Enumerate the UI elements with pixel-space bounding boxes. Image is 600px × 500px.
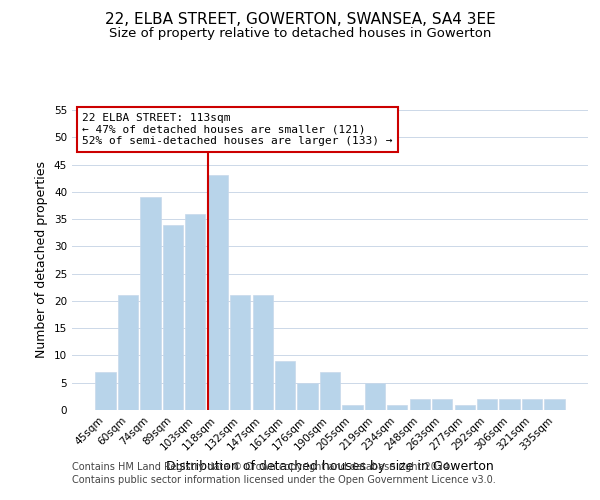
Bar bbox=[208, 176, 228, 410]
Text: 22 ELBA STREET: 113sqm
← 47% of detached houses are smaller (121)
52% of semi-de: 22 ELBA STREET: 113sqm ← 47% of detached… bbox=[82, 113, 393, 146]
Bar bbox=[387, 404, 407, 410]
Bar bbox=[455, 404, 475, 410]
Bar bbox=[140, 198, 161, 410]
Bar bbox=[230, 296, 250, 410]
Bar bbox=[185, 214, 205, 410]
Bar bbox=[544, 399, 565, 410]
Text: Size of property relative to detached houses in Gowerton: Size of property relative to detached ho… bbox=[109, 28, 491, 40]
Text: Contains public sector information licensed under the Open Government Licence v3: Contains public sector information licen… bbox=[72, 475, 496, 485]
Bar bbox=[432, 399, 452, 410]
Bar bbox=[499, 399, 520, 410]
Bar bbox=[163, 224, 183, 410]
Text: Contains HM Land Registry data © Crown copyright and database right 2024.: Contains HM Land Registry data © Crown c… bbox=[72, 462, 452, 472]
Bar bbox=[95, 372, 116, 410]
X-axis label: Distribution of detached houses by size in Gowerton: Distribution of detached houses by size … bbox=[166, 460, 494, 473]
Bar bbox=[320, 372, 340, 410]
Text: 22, ELBA STREET, GOWERTON, SWANSEA, SA4 3EE: 22, ELBA STREET, GOWERTON, SWANSEA, SA4 … bbox=[104, 12, 496, 28]
Bar bbox=[477, 399, 497, 410]
Bar bbox=[522, 399, 542, 410]
Bar bbox=[298, 382, 317, 410]
Bar bbox=[410, 399, 430, 410]
Bar bbox=[253, 296, 273, 410]
Bar bbox=[118, 296, 138, 410]
Bar bbox=[343, 404, 362, 410]
Y-axis label: Number of detached properties: Number of detached properties bbox=[35, 162, 49, 358]
Bar bbox=[275, 361, 295, 410]
Bar bbox=[365, 382, 385, 410]
